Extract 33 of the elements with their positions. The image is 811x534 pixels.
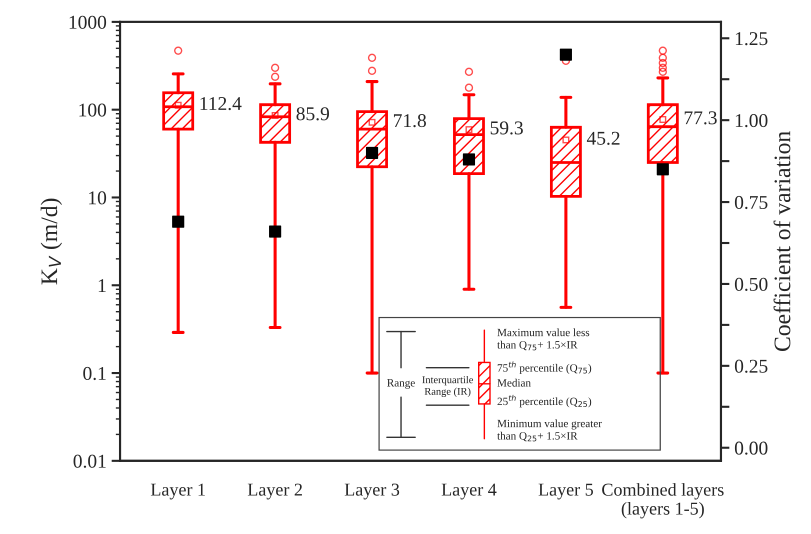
annotation: 59.3 [490, 121, 523, 135]
annotation: 71.8 [394, 114, 426, 128]
annotation: 112.4 [200, 97, 242, 110]
annotation: Interquartile Range (IR) [422, 376, 474, 398]
x-tick-label: Layer 4 [442, 484, 497, 500]
x-tick-label: Layer 3 [344, 484, 400, 500]
annotation: 85.9 [296, 107, 329, 120]
y-tick-label: 1000 [70, 16, 106, 29]
y-tick-label: 0.1 [83, 366, 106, 380]
x-tick-label: Layer 5 [538, 484, 594, 500]
y-tick-label: 1 [98, 279, 106, 292]
x-tick-label: Combined layers (layers 1-5) [602, 483, 724, 518]
annotation: 75$^{th}$ percentile (Q$_{75}$) [498, 361, 592, 374]
x-tick-label: Layer 1 [150, 484, 205, 500]
y2-tick-label: 0.75 [734, 196, 768, 210]
y-tick-label: 0.01 [74, 454, 106, 468]
y2-axis-title: Coefficient of variation [774, 131, 790, 351]
y2-tick-label: 1.25 [736, 32, 768, 46]
y-tick-label: 100 [79, 104, 106, 117]
y-axis-title: K$_{V}$ (m/d) [40, 198, 62, 284]
annotation: 45.2 [586, 132, 620, 145]
y2-tick-label: 1.00 [736, 114, 768, 128]
y-tick-label: 10 [89, 191, 106, 204]
y2-tick-label: 0.25 [734, 360, 768, 373]
annotation: Minimum value greater than Q$_{25}$+ 1.5×IR [497, 419, 602, 442]
annotation: 25$^{th}$ percentile (Q$_{25}$) [498, 394, 592, 408]
y2-tick-label: 0.50 [734, 278, 768, 291]
annotation: Median [497, 378, 531, 387]
y2-tick-label: 0.00 [734, 442, 768, 455]
annotation: Maximum value less than Q$_{75}$+ 1.5×IR [497, 328, 590, 350]
x-tick-label: Layer 2 [248, 484, 302, 500]
annotation: Range [387, 379, 415, 389]
annotation: 77.3 [684, 111, 717, 124]
